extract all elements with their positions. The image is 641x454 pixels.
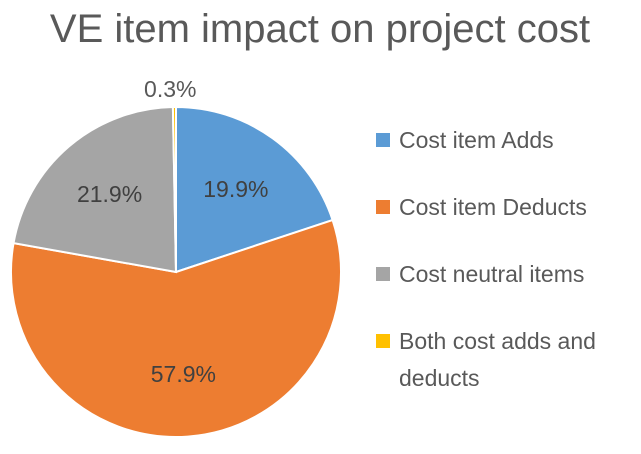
legend-label-cost-neutral-items: Cost neutral items [399, 261, 584, 287]
legend-swatch-cost-neutral-items [376, 267, 390, 281]
legend-swatch-cost-item-adds [376, 133, 390, 147]
legend-item-cost-neutral-items: Cost neutral items [376, 261, 584, 287]
legend-label-cost-item-adds: Cost item Adds [399, 127, 554, 153]
legend-item-both-cost-adds-and-deducts: Both cost adds and deducts [376, 328, 596, 391]
legend-label-both-cost-adds-and-deducts: Both cost adds and deducts [399, 328, 596, 391]
chart-title: VE item impact on project cost [50, 7, 590, 51]
pie-slice-cost-item-deducts [10, 218, 342, 438]
chart-legend: Cost item Adds Cost item Deducts Cost neut… [376, 127, 596, 391]
data-label-both-cost-adds-and-deducts: 0.3% [144, 76, 196, 102]
pie-slices [10, 105, 342, 438]
data-label-cost-neutral-items: 21.9% [77, 181, 142, 207]
data-label-cost-item-deducts: 57.9% [151, 361, 216, 387]
pie-slice-cost-item-adds [175, 105, 334, 274]
legend-item-cost-item-adds: Cost item Adds [376, 127, 554, 153]
pie-slice-both-cost-adds-and-deducts [171, 105, 177, 273]
pie-data-labels: 19.9% 57.9% 21.9% 0.3% [77, 76, 269, 387]
pie-slice-cost-neutral-items [12, 106, 178, 274]
legend-swatch-cost-item-deducts [376, 200, 390, 214]
legend-item-cost-item-deducts: Cost item Deducts [376, 194, 587, 220]
legend-label-cost-item-deducts: Cost item Deducts [399, 194, 587, 220]
legend-swatch-both-cost-adds-and-deducts [376, 334, 390, 348]
data-label-cost-item-adds: 19.9% [203, 176, 268, 202]
